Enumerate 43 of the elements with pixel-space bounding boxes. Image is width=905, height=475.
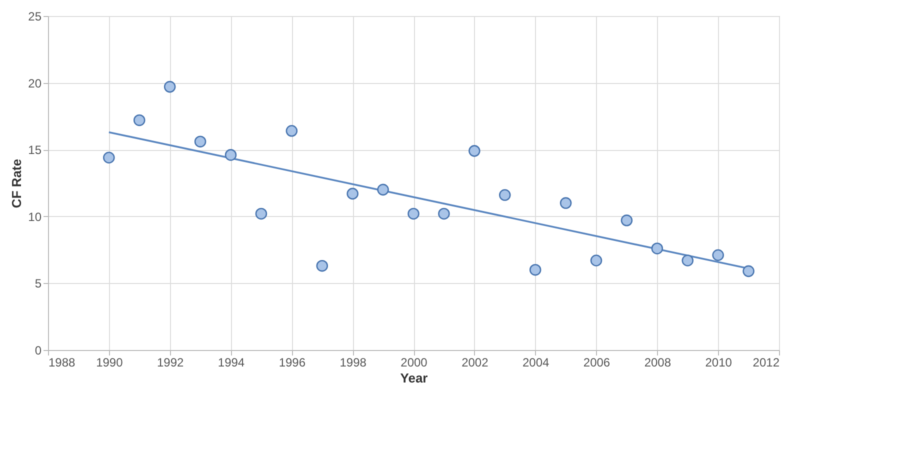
x-axis-title: Year <box>400 370 428 386</box>
x-tick-label: 1996 <box>278 356 306 370</box>
point <box>620 214 633 226</box>
point <box>255 208 268 220</box>
point <box>682 254 694 266</box>
x-tick-label: 2002 <box>462 356 489 370</box>
point <box>468 145 480 157</box>
x-tick-label: 1990 <box>96 356 124 370</box>
point <box>742 265 754 278</box>
x-tick-label: 1988 <box>48 356 76 370</box>
y-tick-label: 20 <box>28 76 42 90</box>
y-tick-label: 5 <box>34 276 42 291</box>
point <box>346 188 358 200</box>
point <box>590 254 602 266</box>
x-tick-label: 2008 <box>644 356 672 370</box>
point <box>560 197 572 209</box>
x-tick-label: 2006 <box>583 356 610 370</box>
y-axis-title: CF Rate <box>9 158 24 208</box>
point <box>377 184 389 196</box>
y-tick-label: 25 <box>28 10 42 24</box>
point <box>498 189 511 201</box>
point <box>438 208 450 220</box>
x-tick-label: 2004 <box>522 356 550 370</box>
point <box>103 152 115 164</box>
point <box>224 149 237 161</box>
point <box>316 260 328 272</box>
point <box>164 80 176 93</box>
y-tick-label: 10 <box>28 210 42 224</box>
x-tick-label: 2010 <box>705 356 732 370</box>
point <box>651 242 664 254</box>
y-tick-label: 15 <box>28 143 42 158</box>
x-tick-label: 1992 <box>156 356 184 370</box>
x-tick-label: 2012 <box>752 356 780 370</box>
point <box>133 114 146 126</box>
x-tick-label: 2000 <box>400 356 428 370</box>
x-tick-label: 1998 <box>340 356 367 370</box>
point <box>408 208 420 220</box>
point <box>194 136 206 148</box>
point <box>286 125 298 137</box>
y-tick-label: 0 <box>34 344 42 358</box>
point <box>529 264 542 276</box>
point <box>712 249 724 262</box>
x-tick-label: 1994 <box>218 356 245 370</box>
